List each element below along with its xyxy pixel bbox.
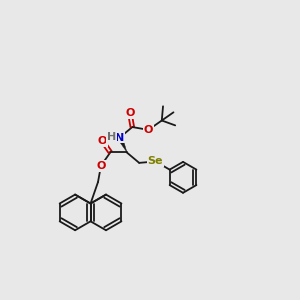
Text: N: N [115,133,124,142]
Text: H: H [107,132,116,142]
Polygon shape [117,136,127,152]
Text: O: O [144,125,153,135]
Text: O: O [125,108,134,118]
Text: O: O [98,136,107,146]
Text: O: O [96,161,106,171]
Text: Se: Se [148,156,163,167]
